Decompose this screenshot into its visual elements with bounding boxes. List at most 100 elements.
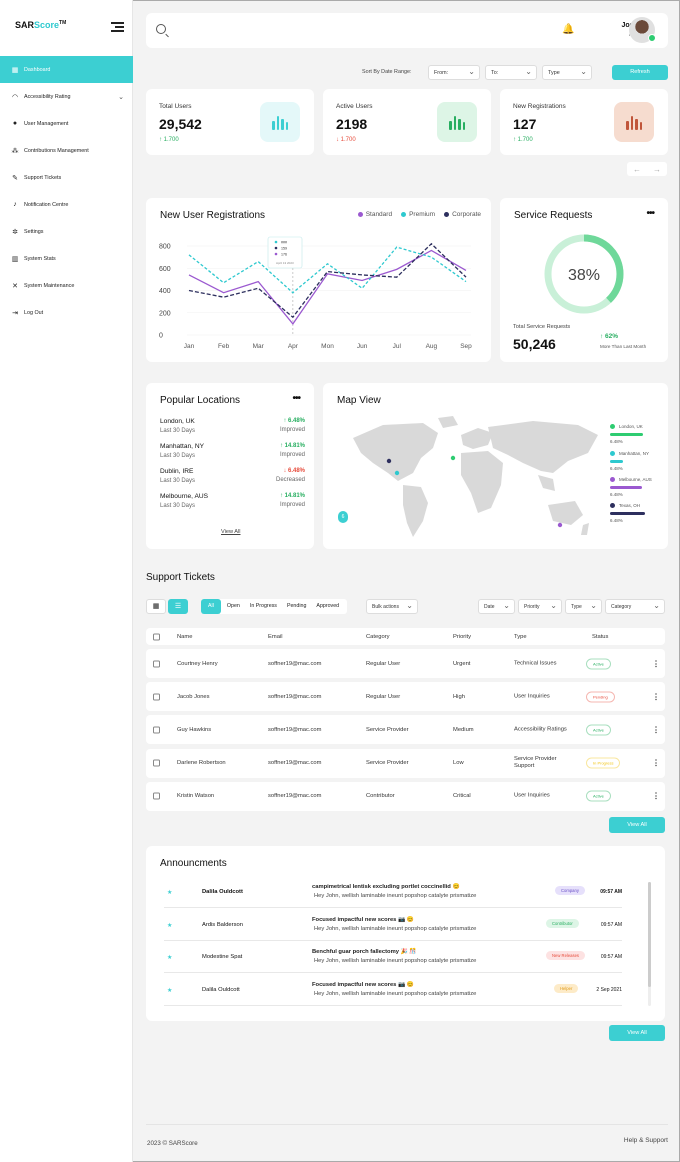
avatar[interactable] xyxy=(629,17,656,43)
type-filter-select[interactable]: Type xyxy=(565,599,602,614)
help-support-link[interactable]: Help & Support xyxy=(623,1137,668,1144)
refresh-button[interactable]: Refresh xyxy=(612,65,668,80)
tab-pending[interactable]: Pending xyxy=(286,603,307,609)
col-priority[interactable]: Priority xyxy=(453,633,472,640)
tooltip-dot xyxy=(274,246,278,250)
legend-premium[interactable]: Premium xyxy=(401,211,435,218)
more-options-icon[interactable]: ••• xyxy=(292,393,300,404)
row-checkbox[interactable] xyxy=(153,759,160,767)
brand-logo[interactable]: SARScoreTM xyxy=(15,20,67,30)
sidebar-item-label: Accessibility Rating xyxy=(24,93,71,100)
x-tick-label: Apr xyxy=(288,343,299,350)
location-item[interactable]: Dublin, IRE Last 30 Days ↓ 6.48% Decreased xyxy=(160,468,305,484)
sidebar-item-system-maintenance[interactable]: ✕ System Maintenance xyxy=(0,272,133,299)
sidebar-item-system-stats[interactable]: ▥ System Stats xyxy=(0,245,133,272)
col-email[interactable]: Email xyxy=(268,633,283,640)
tab-approved[interactable]: Approved xyxy=(316,603,340,609)
location-item[interactable]: Melbourne, AUS Last 30 Days ↑ 14.81% Improv… xyxy=(160,493,305,509)
sidebar: SARScoreTM ▦ Dashboard ◠ Accessibility Rat… xyxy=(0,0,133,1162)
legend-standard[interactable]: Standard xyxy=(357,211,392,218)
from-select[interactable]: From: xyxy=(428,65,480,80)
world-map[interactable] xyxy=(343,413,613,543)
select-all-checkbox[interactable] xyxy=(153,633,160,640)
arrow-left-icon[interactable]: ← xyxy=(633,164,641,174)
row-menu-icon[interactable]: ⋮ xyxy=(652,791,660,801)
notification-bell-icon[interactable]: 🔔 xyxy=(562,24,575,35)
cell-name: Kristin Watson xyxy=(177,793,215,800)
more-options-icon[interactable]: ••• xyxy=(646,208,654,219)
table-row[interactable]: Jacob Jones soffner19@mac.com Regular User… xyxy=(146,682,665,712)
map-legend-item: London, UK 6.48% xyxy=(610,424,643,444)
registrations-title: New User Registrations xyxy=(160,210,266,221)
star-icon[interactable]: ★ xyxy=(167,987,173,994)
list-item[interactable]: ★ Modestine Spat Benchful guar porch fal… xyxy=(164,941,622,973)
table-row[interactable]: Courtney Henry soffner19@mac.com Regular U… xyxy=(146,649,665,678)
announcements-view-all-button[interactable]: View All xyxy=(609,1025,665,1041)
sidebar-item-support-tickets[interactable]: ✎ Support Tickets xyxy=(0,164,133,191)
bulk-actions-select[interactable]: Bulk actions xyxy=(366,599,418,614)
tab-all[interactable]: All xyxy=(201,599,221,614)
location-item[interactable]: London, UK Last 30 Days ↑ 6.48% Improved xyxy=(160,418,305,434)
category-select[interactable]: Category xyxy=(605,599,665,614)
arrow-right-icon[interactable]: → xyxy=(653,164,661,174)
tickets-title: Support Tickets xyxy=(146,572,215,583)
sidebar-item-settings[interactable]: ✲ Settings xyxy=(0,218,133,245)
cell-type: User Inquiries xyxy=(514,792,550,799)
list-item[interactable]: ★ Dalila Ouldcott campimetrical lentisk … xyxy=(164,876,622,908)
sidebar-item-dashboard[interactable]: ▦ Dashboard xyxy=(0,56,133,83)
col-status[interactable]: Status xyxy=(592,633,609,640)
star-icon[interactable]: ★ xyxy=(167,922,173,929)
cell-name: Courtney Henry xyxy=(177,660,218,667)
list-view-icon[interactable]: ☰ xyxy=(168,599,188,614)
row-checkbox[interactable] xyxy=(153,792,160,800)
col-name[interactable]: Name xyxy=(177,633,193,640)
star-icon[interactable]: ★ xyxy=(167,890,173,896)
hamburger-menu-icon[interactable] xyxy=(111,22,124,34)
grid-view-icon[interactable]: ▦ xyxy=(146,599,166,614)
list-item[interactable]: ★ Dalila Ouldcott Focused impactful new … xyxy=(164,974,622,1006)
table-row[interactable]: Guy Hawkins soffner19@mac.com Service Prov… xyxy=(146,715,665,745)
sidebar-item-user-management[interactable]: ● User Management xyxy=(0,110,133,137)
x-tick-label: Jun xyxy=(357,343,368,350)
row-checkbox[interactable] xyxy=(153,693,160,701)
tab-open[interactable]: Open xyxy=(226,603,240,609)
tickets-view-all-button[interactable]: View All xyxy=(609,817,665,833)
table-row[interactable]: Darlene Robertson soffner19@mac.com Servic… xyxy=(146,748,665,778)
row-menu-icon[interactable]: ⋮ xyxy=(652,659,660,668)
row-menu-icon[interactable]: ⋮ xyxy=(652,758,660,768)
sidebar-item-notification-centre[interactable]: ♪ Notification Centre xyxy=(0,191,133,218)
map-zoom-pin[interactable]: 6 xyxy=(338,511,348,523)
legend-corporate[interactable]: Corporate xyxy=(444,211,481,218)
map-legend-bar xyxy=(610,433,643,436)
row-checkbox[interactable] xyxy=(153,660,160,667)
x-tick-label: Mon xyxy=(321,343,334,350)
col-category[interactable]: Category xyxy=(366,633,390,640)
donut-percent: 38% xyxy=(568,267,600,284)
date-select[interactable]: Date xyxy=(478,599,515,614)
sidebar-item-accessibility-rating[interactable]: ◠ Accessibility Rating ⌄ xyxy=(0,83,133,110)
bar-chart-icon xyxy=(260,102,300,142)
type-select[interactable]: Type xyxy=(542,65,592,80)
priority-select[interactable]: Priority xyxy=(518,599,562,614)
row-menu-icon[interactable]: ⋮ xyxy=(652,725,660,735)
announcements-scrollbar[interactable] xyxy=(648,882,651,1006)
row-menu-icon[interactable]: ⋮ xyxy=(652,692,660,702)
footer-copyright: 2023 © SARScore xyxy=(147,1140,198,1147)
col-type[interactable]: Type xyxy=(514,633,527,640)
sidebar-item-log-out[interactable]: ⇥ Log Out xyxy=(0,299,133,326)
tab-in-progress[interactable]: In Progress xyxy=(249,603,277,609)
search-icon[interactable] xyxy=(156,24,166,34)
list-item[interactable]: ★ Ardis Balderson Focused impactful new … xyxy=(164,909,622,941)
cell-email: soffner19@mac.com xyxy=(268,693,322,700)
location-item[interactable]: Manhattan, NY Last 30 Days ↑ 14.81% Improve… xyxy=(160,443,305,459)
sidebar-item-contributions-management[interactable]: ⁂ Contributions Management xyxy=(0,137,133,164)
star-icon[interactable]: ★ xyxy=(167,955,173,961)
to-select[interactable]: To: xyxy=(485,65,537,80)
table-row[interactable]: Kristin Watson soffner19@mac.com Contribut… xyxy=(146,781,665,811)
registrations-line-chart[interactable]: 0 200 400 600 800 Jan Feb Mar Apr Mon Jun Jul Aug Sep… xyxy=(146,198,491,362)
sidebar-item-label: Notification Centre xyxy=(24,201,69,208)
chevron-down-icon[interactable]: ⌄ xyxy=(118,93,124,101)
popular-view-all-link[interactable]: View All xyxy=(221,529,241,535)
sidebar-item-label: Settings xyxy=(24,228,44,235)
row-checkbox[interactable] xyxy=(153,726,160,734)
